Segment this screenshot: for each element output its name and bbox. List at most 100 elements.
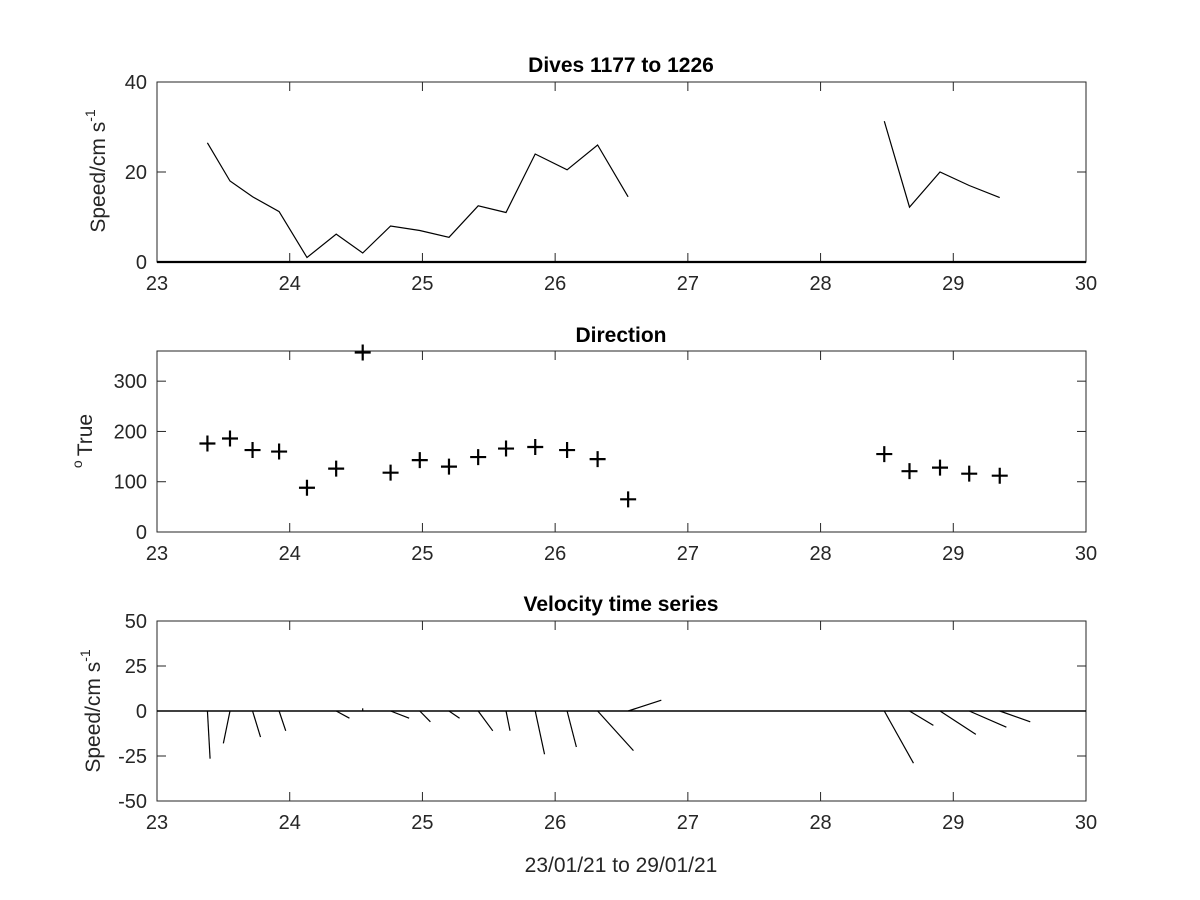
speed-panel: Dives 1177 to 1226 Speed/cm s-1 23 24 25 26… <box>82 54 1097 295</box>
velocity-panel: Velocity time series Speed/cm s-1 23/01/… <box>77 593 1097 877</box>
speed-panel-title: Dives 1177 to 1226 <box>528 54 714 77</box>
velocity-y-tick-label: 25 <box>125 656 147 678</box>
velocity-stick <box>939 710 977 735</box>
velocity-stick <box>448 710 460 719</box>
direction-marker <box>876 446 893 463</box>
direction-x-tick-label: 30 <box>1075 543 1097 565</box>
velocity-stick <box>278 710 287 731</box>
velocity-x-tick-label: 30 <box>1075 812 1097 834</box>
speed-x-tick-label: 28 <box>809 273 831 295</box>
direction-marker <box>271 443 288 460</box>
speed-y-tick-label: 40 <box>125 72 147 94</box>
direction-marker <box>328 460 345 477</box>
velocity-x-axis-label: 23/01/21 to 29/01/21 <box>525 854 718 877</box>
direction-marker <box>244 442 261 459</box>
direction-marker <box>470 449 487 466</box>
direction-y-label-text: True <box>74 414 97 456</box>
velocity-y-tick-label: 0 <box>136 701 147 723</box>
velocity-stick <box>505 710 511 731</box>
velocity-stick <box>222 710 231 744</box>
speed-x-tick-label: 25 <box>411 273 433 295</box>
velocity-x-tick-label: 26 <box>544 812 566 834</box>
velocity-x-tick-label: 27 <box>677 812 699 834</box>
speed-x-tick-label: 27 <box>677 273 699 295</box>
direction-y-tick-label: 300 <box>114 371 147 393</box>
direction-marker <box>382 464 399 481</box>
direction-marker <box>498 440 515 457</box>
direction-x-tick-label: 23 <box>146 543 168 565</box>
direction-x-tick-label: 26 <box>544 543 566 565</box>
direction-x-tick-label: 29 <box>942 543 964 565</box>
direction-y-axis-label: o True <box>69 414 97 468</box>
direction-marker <box>961 465 978 482</box>
velocity-y-tick-label: 50 <box>125 611 147 633</box>
velocity-stick <box>534 710 546 755</box>
velocity-stick <box>206 710 211 759</box>
velocity-x-tick-label: 29 <box>942 812 964 834</box>
velocity-y-label-exponent: -1 <box>77 649 93 662</box>
speed-x-tick-label: 24 <box>279 273 301 295</box>
velocity-stick <box>477 710 494 732</box>
velocity-panel-title: Velocity time series <box>524 593 719 616</box>
velocity-stick <box>390 710 410 719</box>
direction-y-tick-label: 0 <box>136 522 147 544</box>
velocity-y-tick-label: -25 <box>118 746 147 768</box>
velocity-stick <box>566 710 577 748</box>
velocity-x-tick-label: 24 <box>279 812 301 834</box>
speed-x-tick-label: 23 <box>146 273 168 295</box>
speed-axes-frame <box>156 81 1087 263</box>
direction-marker <box>901 463 918 480</box>
direction-marker <box>221 430 238 447</box>
direction-y-tick-label: 100 <box>114 472 147 494</box>
direction-marker <box>991 467 1008 484</box>
svg-text:Speed/cm s-1: Speed/cm s-1 <box>82 109 110 233</box>
velocity-y-label-text: Speed/cm s <box>82 662 105 773</box>
speed-x-tick-label: 29 <box>942 273 964 295</box>
direction-x-tick-label: 28 <box>809 543 831 565</box>
svg-text:oTrue: o True <box>69 414 97 468</box>
velocity-stick <box>968 710 1007 728</box>
velocity-y-axis-label: Speed/cm s-1 <box>77 649 105 773</box>
velocity-stick <box>419 710 431 723</box>
velocity-x-tick-label: 25 <box>411 812 433 834</box>
velocity-stick <box>627 699 662 712</box>
direction-x-tick-label: 25 <box>411 543 433 565</box>
direction-marker <box>932 459 949 476</box>
speed-y-label-text: Speed/cm s <box>87 122 110 233</box>
speed-x-tick-label: 30 <box>1075 273 1097 295</box>
direction-marker <box>354 344 371 361</box>
direction-axes-frame <box>156 350 1087 533</box>
direction-marker <box>527 439 544 456</box>
direction-x-tick-label: 24 <box>279 543 301 565</box>
speed-x-tick-label: 26 <box>544 273 566 295</box>
velocity-stick <box>883 710 914 764</box>
direction-y-tick-label: 200 <box>114 421 147 443</box>
speed-y-tick-label: 0 <box>136 252 147 274</box>
direction-y-label-degree: o <box>69 460 85 468</box>
velocity-x-tick-label: 23 <box>146 812 168 834</box>
direction-marker <box>440 458 457 475</box>
velocity-stick <box>597 710 634 752</box>
velocity-stick <box>335 710 350 719</box>
direction-marker <box>199 435 216 452</box>
velocity-stick <box>251 710 262 738</box>
speed-y-label-exponent: -1 <box>82 109 98 122</box>
speed-y-tick-label: 20 <box>125 162 147 184</box>
velocity-stick <box>909 710 934 726</box>
direction-marker <box>589 451 606 468</box>
speed-line-segment <box>206 142 629 259</box>
direction-x-tick-label: 27 <box>677 543 699 565</box>
velocity-stick <box>999 710 1031 723</box>
velocity-y-tick-label: -50 <box>118 791 147 813</box>
direction-marker <box>620 491 637 508</box>
direction-panel-title: Direction <box>575 324 666 347</box>
speed-y-axis-label: Speed/cm s-1 <box>82 109 110 233</box>
direction-marker <box>298 479 315 496</box>
direction-marker <box>411 452 428 469</box>
svg-text:Speed/cm s-1: Speed/cm s-1 <box>77 649 105 773</box>
speed-line-segment <box>883 121 1000 209</box>
velocity-x-tick-label: 28 <box>809 812 831 834</box>
direction-panel: Direction oTrue 23 24 25 26 27 28 29 3001002003… <box>69 324 1097 565</box>
direction-marker <box>559 442 576 459</box>
